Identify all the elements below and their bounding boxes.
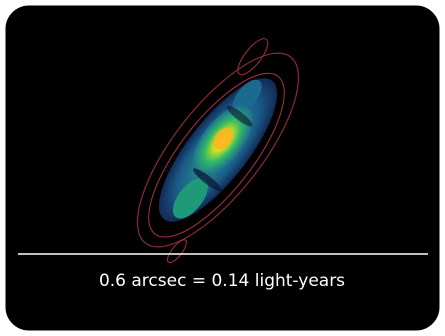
scale-caption: 0.6 arcsec = 0.14 light-years bbox=[99, 271, 345, 291]
image: 0.6 arcsec = 0.14 light-years bbox=[0, 0, 445, 336]
page: 0.6 arcsec = 0.14 light-years (() => { c… bbox=[0, 0, 445, 336]
